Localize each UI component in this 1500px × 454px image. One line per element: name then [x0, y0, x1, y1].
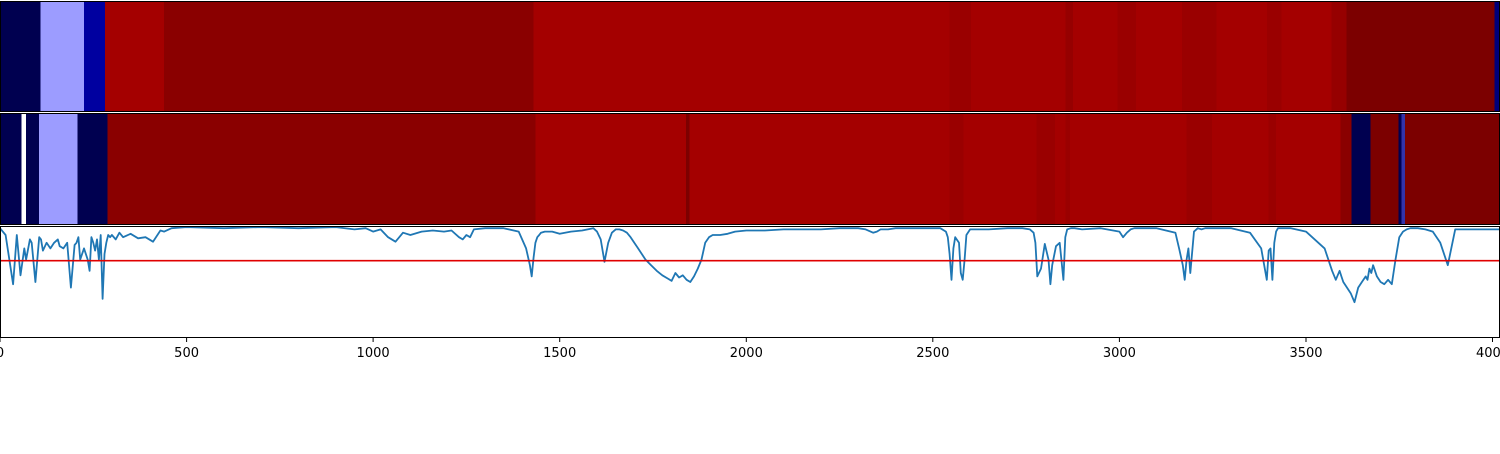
heatmap-cell-row2-2	[21, 113, 27, 225]
heatmap-cell-row2-25	[1404, 113, 1500, 225]
x-tick-label-4000: 4000	[1476, 346, 1500, 361]
heatmap-cell-row1-1	[0, 1, 41, 112]
heatmap-cell-row1-2	[40, 1, 84, 112]
x-tick-label-1500: 1500	[543, 346, 576, 361]
heatmap-cell-row1-4	[105, 1, 165, 112]
heatmap-cell-row1-18	[1346, 1, 1495, 112]
heatmap-cell-row2-19	[1276, 113, 1341, 225]
heatmap-cell-row1-13	[1182, 1, 1217, 112]
line-panel	[0, 226, 1500, 304]
heatmap-cell-row2-3	[26, 113, 40, 225]
heatmap-cell-row2-10	[949, 113, 964, 225]
heatmap-cell-row1-3	[83, 1, 106, 112]
heatmap-cell-row2-12	[1036, 113, 1056, 225]
x-tick-label-3500: 3500	[1289, 346, 1322, 361]
heatmap-cell-row1-8	[970, 1, 1066, 112]
heatmap-cell-row1-19	[1494, 1, 1500, 112]
x-tick-label-3000: 3000	[1103, 346, 1136, 361]
heatmap-cell-row2-7	[535, 113, 686, 225]
heatmap-cell-row1-16	[1281, 1, 1332, 112]
heatmap-cell-row1-7	[949, 1, 971, 112]
heatmap-cell-row2-18	[1268, 113, 1277, 225]
heatmap-cell-row1-5	[164, 1, 534, 112]
heatmap-cell-row2-13	[1055, 113, 1066, 225]
heatmap-cell-row2-6	[107, 113, 536, 225]
heatmap-cell-row2-16	[1186, 113, 1212, 225]
heatmap-cell-row2-22	[1370, 113, 1399, 225]
x-tick-label-1000: 1000	[357, 346, 390, 361]
heatmap-cell-row2-4	[39, 113, 78, 225]
heatmap-cell-row2-23	[1398, 113, 1402, 225]
heatmap-cell-row2-21	[1351, 113, 1371, 225]
heatmap-cell-row2-5	[77, 113, 108, 225]
heatmap-cell-row2-14	[1065, 113, 1071, 225]
heatmap-rows	[0, 1, 1500, 225]
heatmap-cell-row2-8	[685, 113, 690, 225]
heatmap-cell-row1-14	[1216, 1, 1267, 112]
heatmap-cell-row1-6	[533, 1, 950, 112]
series-line-1	[0, 226, 1500, 304]
x-tick-label-2000: 2000	[730, 346, 763, 361]
heatmap-cell-row2-11	[963, 113, 1037, 225]
heatmap-cell-row2-24	[1401, 113, 1405, 225]
heatmap-cell-row1-12	[1136, 1, 1183, 112]
heatmap-cell-row2-15	[1070, 113, 1187, 225]
heatmap-cell-row1-11	[1117, 1, 1137, 112]
x-tick-label-500: 500	[174, 346, 199, 361]
heatmap-cell-row2-17	[1211, 113, 1269, 225]
heatmap-cell-row2-1	[0, 113, 22, 225]
heatmap-cell-row1-10	[1072, 1, 1118, 112]
heatmap-cell-row1-15	[1266, 1, 1282, 112]
x-axis: 0 500 1000 1500 2000 2500 3000 3500 4000	[0, 338, 1500, 361]
heatmap-cell-row2-9	[689, 113, 950, 225]
x-tick-label-0: 0	[0, 346, 4, 361]
x-tick-label-2500: 2500	[916, 346, 949, 361]
heatmap-cell-row2-20	[1340, 113, 1352, 225]
heatmap-cell-row1-17	[1331, 1, 1347, 112]
heatmap-cell-row1-9	[1065, 1, 1073, 112]
